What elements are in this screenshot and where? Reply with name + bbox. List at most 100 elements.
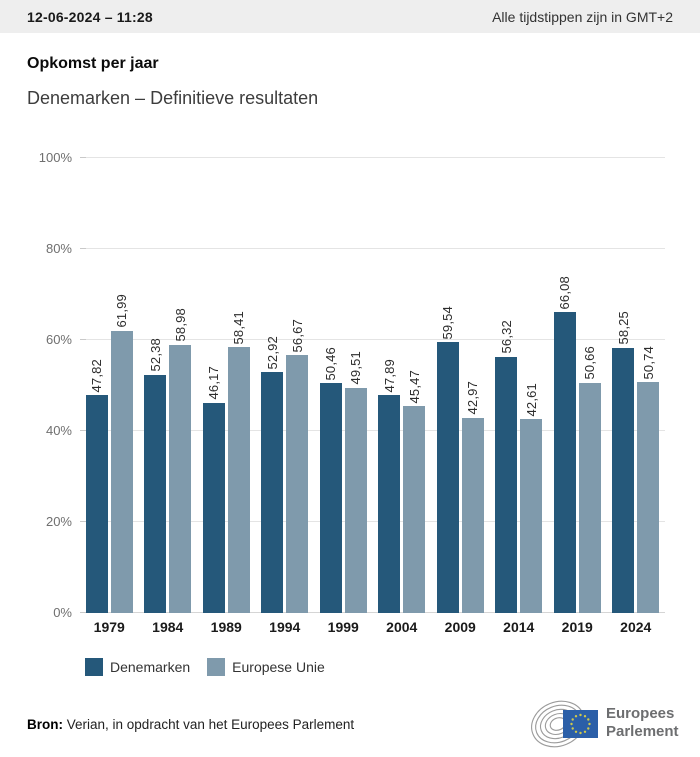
bar-group-1984: 52,38 58,98 xyxy=(139,158,197,613)
y-axis-labels: 0% 20% 40% 60% 80% 100% xyxy=(0,150,72,620)
gridline-0 xyxy=(80,612,665,613)
page-subtitle: Denemarken – Definitieve resultaten xyxy=(27,88,319,108)
bar-col: 50,46 xyxy=(319,346,342,613)
x-tick-label: 2004 xyxy=(386,619,418,635)
bar-col: 52,38 xyxy=(144,338,167,613)
plot-area: 47,82 61,99 52,38 58,98 46,17 58,41 52,92 56,67… xyxy=(80,157,665,613)
bar-group-1979: 47,82 61,99 xyxy=(80,158,138,613)
legend-swatch xyxy=(85,658,103,676)
bar-col: 56,32 xyxy=(495,320,518,613)
bar-value-label: 52,38 xyxy=(147,338,163,372)
y-tick-label: 20% xyxy=(45,514,72,529)
bar-col: 45,47 xyxy=(403,369,426,613)
bar-group-2009: 59,54 42,97 xyxy=(431,158,489,613)
bar-col: 58,41 xyxy=(227,310,250,613)
bar-value-label: 56,67 xyxy=(289,318,305,353)
bar-europese-unie xyxy=(286,355,309,613)
bar-col: 50,66 xyxy=(578,345,601,613)
gridline-20 xyxy=(80,521,665,522)
bar-col: 42,61 xyxy=(520,383,543,613)
bar-group-1994: 52,92 56,67 xyxy=(256,158,314,613)
y-tick-label: 40% xyxy=(45,423,72,438)
legend-label: Europese Unie xyxy=(232,659,325,675)
gridline-40 xyxy=(80,430,665,431)
x-axis-labels: 1979 1984 1989 1994 1999 2004 2009 2014 2019 2024 xyxy=(80,619,665,635)
bar-groups: 47,82 61,99 52,38 58,98 46,17 58,41 52,92 56,67… xyxy=(80,158,665,613)
legend-label: Denemarken xyxy=(110,659,191,675)
ep-logo-text: Europees Parlement xyxy=(606,705,679,741)
bar-col: 58,98 xyxy=(169,308,192,613)
source-label: Bron: xyxy=(27,717,63,732)
bar-value-label: 58,41 xyxy=(231,310,247,345)
legend: Denemarken Europese Unie xyxy=(85,658,325,676)
bar-col: 66,08 xyxy=(553,275,576,613)
bar-denemarken xyxy=(202,402,225,613)
bar-value-label: 50,46 xyxy=(323,346,339,381)
bar-value-label: 49,51 xyxy=(348,351,364,385)
legend-swatch xyxy=(207,658,226,676)
header-timezone-note: Alle tijdstippen zijn in GMT+2 xyxy=(492,8,673,25)
x-tick-label: 2009 xyxy=(444,619,476,635)
bar-denemarken xyxy=(612,347,635,613)
gridline-80 xyxy=(80,248,665,249)
bar-group-1999: 50,46 49,51 xyxy=(314,158,372,613)
eu-stars xyxy=(570,713,591,735)
bar-denemarken xyxy=(378,395,401,613)
y-tick-label: 80% xyxy=(45,241,72,256)
bar-group-2004: 47,89 45,47 xyxy=(373,158,431,613)
x-tick-label: 2014 xyxy=(503,619,535,635)
bar-europese-unie xyxy=(227,347,250,613)
european-parliament-logo: Europees Parlement xyxy=(528,696,679,750)
x-tick-label: 2019 xyxy=(561,619,593,635)
bar-col: 47,89 xyxy=(378,358,401,613)
bar-col: 42,97 xyxy=(461,380,484,613)
bar-value-label: 58,25 xyxy=(615,311,631,345)
bar-europese-unie xyxy=(520,419,543,613)
x-tick-label: 1989 xyxy=(210,619,242,635)
header-bar: 12-06-2024 – 11:28 Alle tijdstippen zijn… xyxy=(0,0,700,33)
bar-value-label: 45,47 xyxy=(406,369,422,404)
bar-group-2019: 66,08 50,66 xyxy=(548,158,606,613)
source-text: Verian, in opdracht van het Europees Par… xyxy=(63,717,355,732)
ep-logo-line1: Europees xyxy=(606,705,675,722)
x-tick-label: 1994 xyxy=(269,619,301,635)
bar-value-label: 50,74 xyxy=(640,345,656,380)
bar-europese-unie xyxy=(403,406,426,613)
x-tick-label: 1979 xyxy=(93,619,125,635)
y-tick-label: 60% xyxy=(45,332,72,347)
bar-value-label: 47,82 xyxy=(89,358,105,393)
bar-europese-unie xyxy=(578,382,601,613)
header-datetime: 12-06-2024 – 11:28 xyxy=(27,8,153,25)
bar-value-label: 47,89 xyxy=(381,358,397,393)
ep-hemicycle-icon xyxy=(531,700,598,748)
bar-europese-unie xyxy=(169,344,192,613)
bar-value-label: 50,66 xyxy=(582,345,598,380)
bar-denemarken xyxy=(85,395,108,613)
bar-value-label: 66,08 xyxy=(557,275,573,310)
bar-denemarken xyxy=(553,312,576,613)
x-tick-label: 1984 xyxy=(152,619,184,635)
bar-chart: 0% 20% 40% 60% 80% 100% 47,82 61,99 52,38 58,98 4… xyxy=(0,150,700,620)
bar-denemarken xyxy=(436,342,459,613)
x-tick-label: 1999 xyxy=(327,619,359,635)
bar-denemarken xyxy=(144,374,167,613)
y-tick-label: 0% xyxy=(53,605,72,620)
gridline-100 xyxy=(80,157,665,158)
bar-group-2024: 58,25 50,74 xyxy=(607,158,665,613)
bar-value-label: 52,92 xyxy=(264,335,280,370)
source-note: Bron: Verian, in opdracht van het Europe… xyxy=(27,717,354,732)
bar-europese-unie xyxy=(110,330,133,613)
gridline-60 xyxy=(80,339,665,340)
legend-item-europese-unie: Europese Unie xyxy=(207,658,325,676)
bar-europese-unie xyxy=(344,387,367,613)
bar-value-label: 56,32 xyxy=(498,320,514,354)
x-tick-label: 2024 xyxy=(620,619,652,635)
y-tick-label: 100% xyxy=(38,150,72,165)
bar-value-label: 46,17 xyxy=(206,366,222,400)
bar-col: 61,99 xyxy=(110,294,133,613)
bar-value-label: 42,97 xyxy=(465,380,481,415)
bar-col: 47,82 xyxy=(85,358,108,613)
bar-europese-unie xyxy=(637,382,660,613)
bar-denemarken xyxy=(319,383,342,613)
